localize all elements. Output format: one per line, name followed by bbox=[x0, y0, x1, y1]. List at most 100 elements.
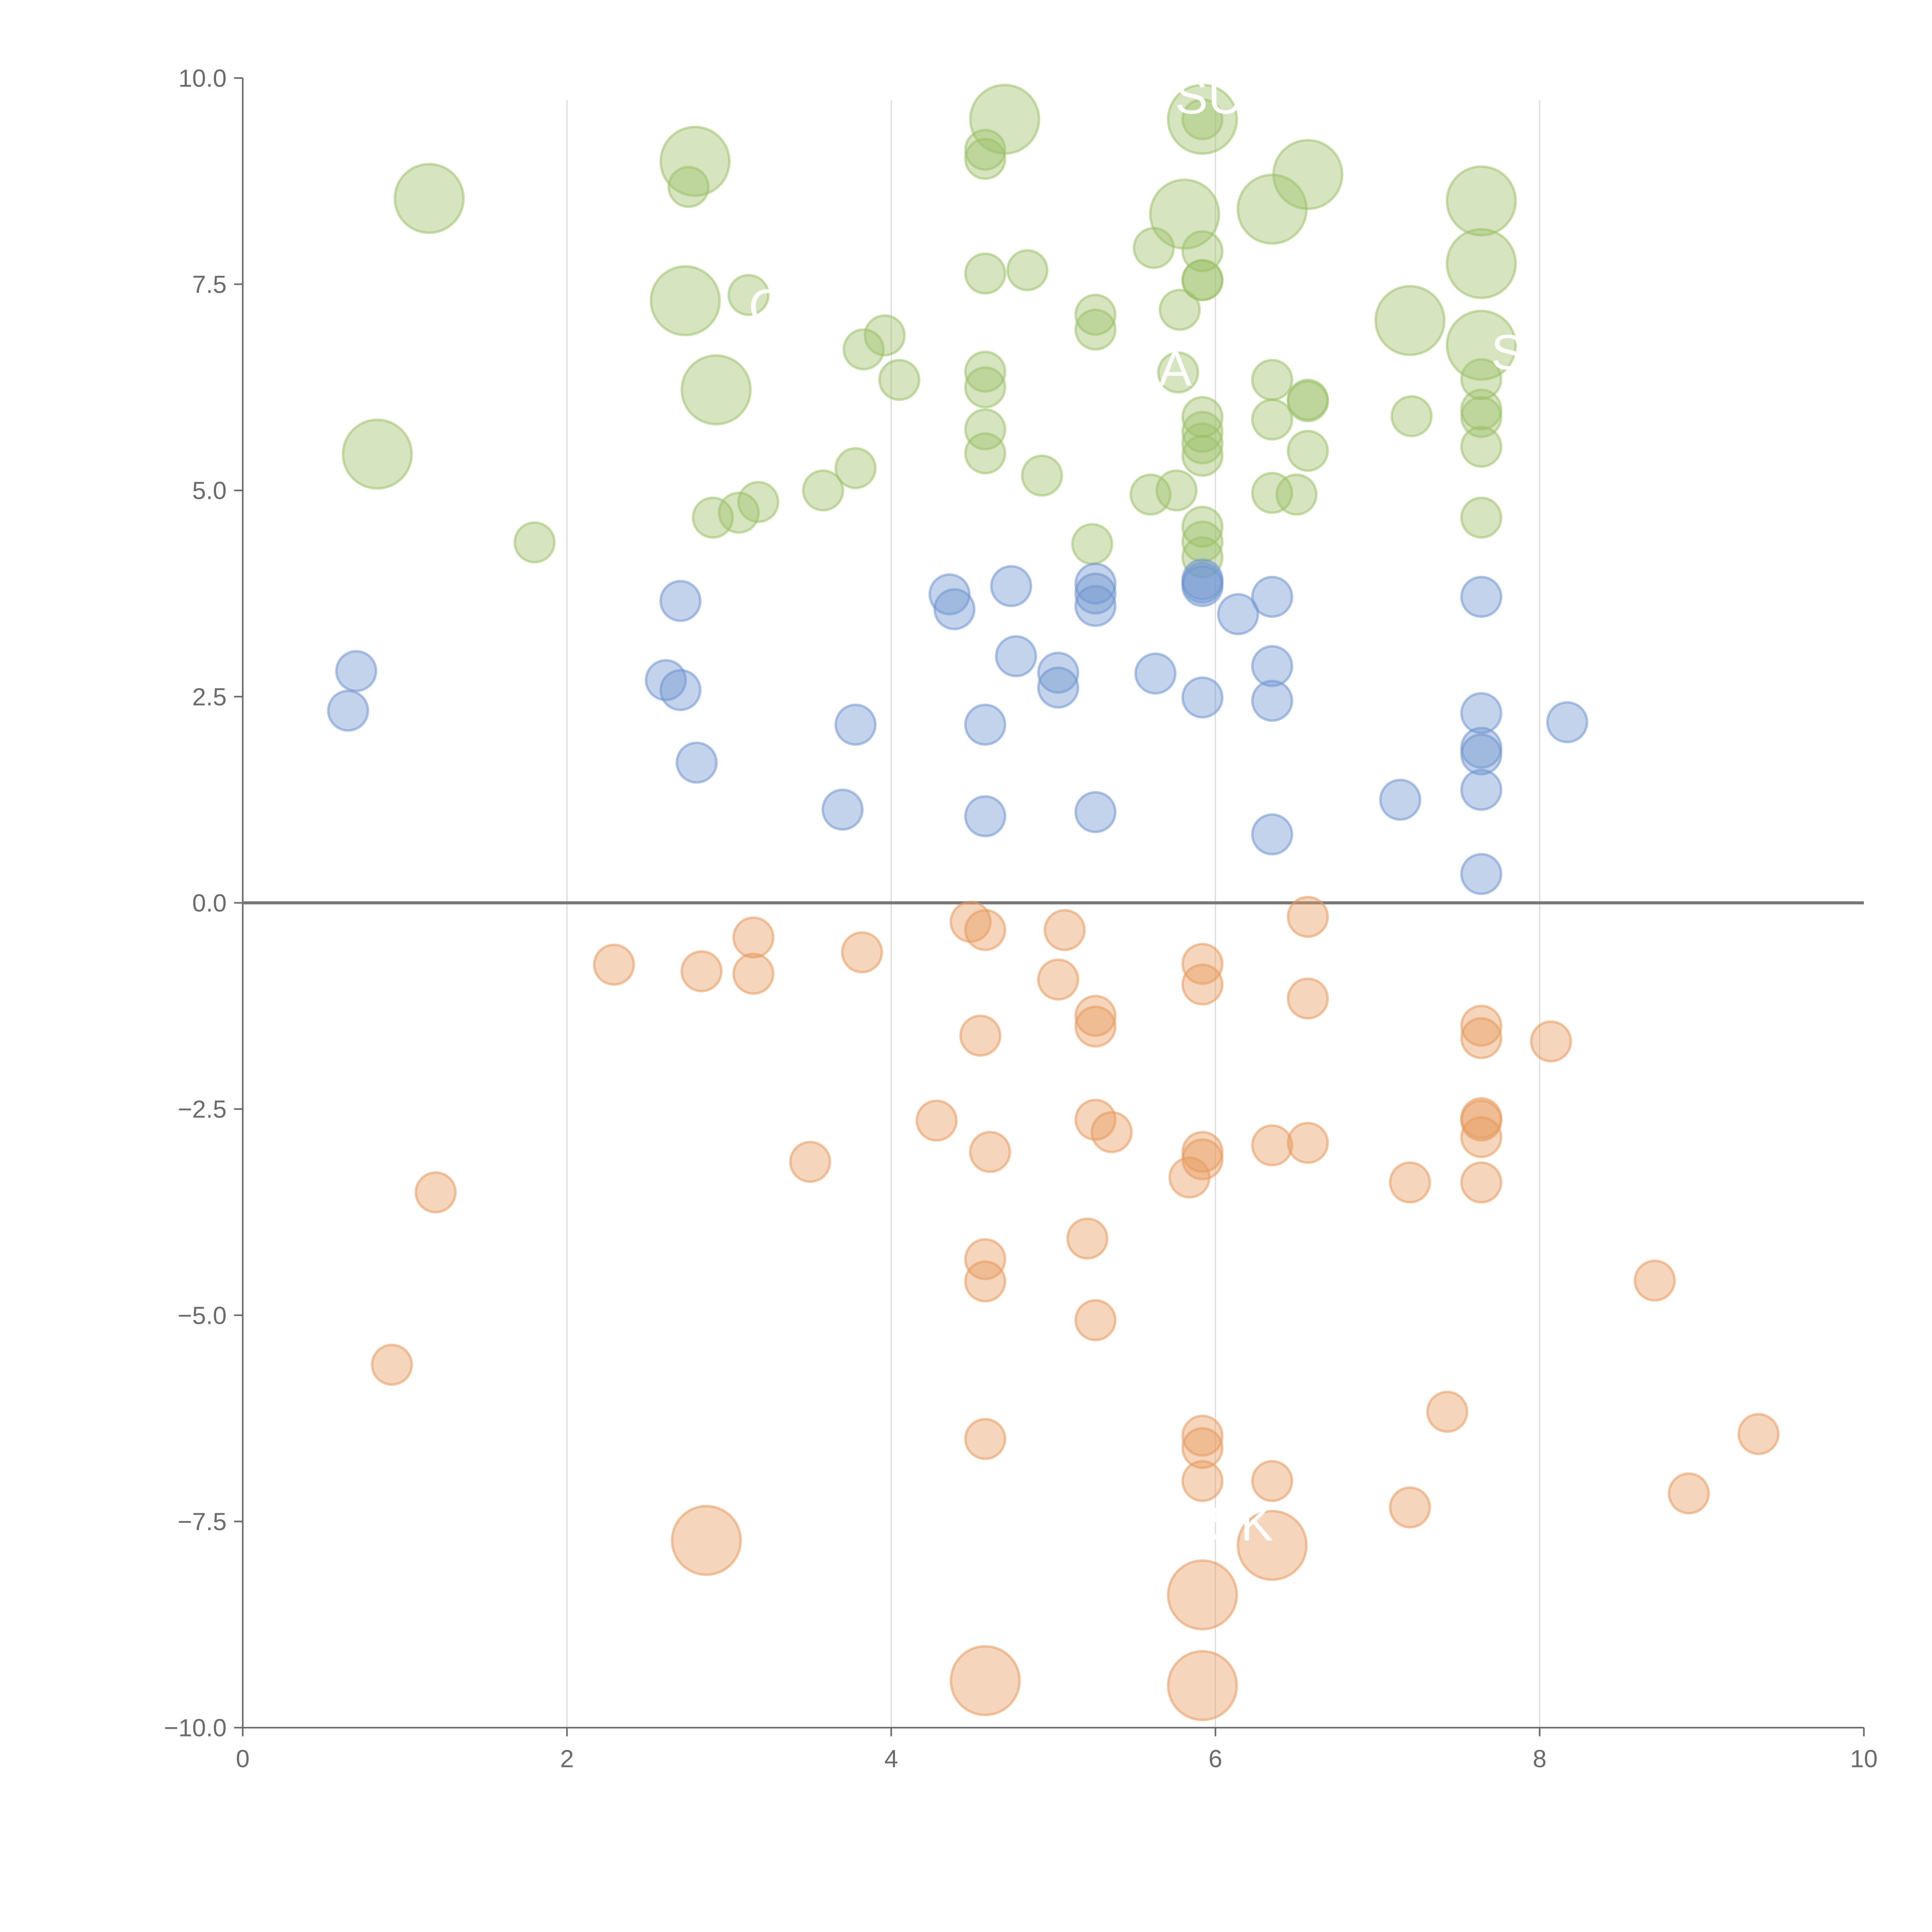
orange-point bbox=[1181, 963, 1224, 1006]
y-tick-label: −5.0 bbox=[178, 1301, 227, 1329]
green-point bbox=[1181, 98, 1224, 141]
blue-point bbox=[1134, 652, 1177, 695]
green-point bbox=[1181, 411, 1224, 453]
green-point bbox=[692, 497, 734, 539]
green-point bbox=[1129, 473, 1172, 516]
orange-point bbox=[1037, 958, 1080, 1001]
blue-point bbox=[964, 703, 1007, 746]
green-point bbox=[1074, 294, 1117, 336]
orange-point bbox=[1668, 1472, 1710, 1515]
blue-point bbox=[1460, 853, 1503, 895]
annotations: SU C S A SK bbox=[748, 69, 1524, 1551]
green-point bbox=[1006, 249, 1049, 291]
blue-point bbox=[1251, 813, 1293, 855]
y-tick-label: 10.0 bbox=[179, 64, 227, 92]
green-point bbox=[1181, 536, 1224, 578]
blue-point bbox=[1074, 791, 1117, 833]
orange-point bbox=[1460, 1161, 1503, 1204]
blue-point bbox=[1037, 651, 1080, 694]
y-tick-label: 0.0 bbox=[192, 889, 226, 917]
orange-point bbox=[593, 944, 635, 986]
blue-point bbox=[1460, 576, 1503, 618]
green-point bbox=[1287, 380, 1329, 423]
annotation-label: A bbox=[1159, 341, 1192, 396]
blue-point bbox=[1251, 576, 1293, 618]
orange-point bbox=[1460, 1017, 1503, 1060]
orange-point bbox=[732, 952, 775, 995]
green-point bbox=[1460, 358, 1503, 400]
orange-point bbox=[1460, 1005, 1503, 1047]
blue-point bbox=[335, 650, 378, 692]
blue-point bbox=[1460, 733, 1503, 776]
orange-point bbox=[964, 1260, 1007, 1303]
data-points bbox=[327, 83, 1780, 1721]
orange-point bbox=[732, 916, 775, 959]
y-tick-label: −2.5 bbox=[178, 1095, 227, 1123]
orange-point bbox=[680, 950, 723, 993]
green-point bbox=[1390, 395, 1433, 437]
blue-point bbox=[675, 742, 718, 784]
orange-point bbox=[1181, 1427, 1224, 1469]
green-point bbox=[964, 252, 1007, 295]
orange-point bbox=[1181, 1415, 1224, 1457]
orange-point bbox=[964, 909, 1007, 951]
y-tick-label: 2.5 bbox=[192, 683, 226, 711]
orange-point bbox=[1426, 1391, 1468, 1433]
orange-point bbox=[964, 1238, 1007, 1281]
blue-point bbox=[834, 703, 877, 746]
green-point bbox=[964, 138, 1007, 180]
orange-point bbox=[1167, 1650, 1238, 1721]
blue-point bbox=[821, 788, 864, 831]
green-point bbox=[1167, 83, 1238, 155]
blue-point bbox=[1074, 585, 1117, 627]
green-point bbox=[834, 447, 877, 490]
blue-point bbox=[327, 689, 369, 732]
blue-point bbox=[1460, 692, 1503, 735]
green-point bbox=[1181, 422, 1224, 465]
green-point bbox=[878, 359, 920, 401]
blue-point bbox=[1251, 645, 1293, 687]
green-point bbox=[718, 492, 760, 534]
green-point bbox=[1181, 505, 1224, 548]
orange-point bbox=[1251, 1460, 1293, 1502]
y-tick-label: −7.5 bbox=[178, 1508, 227, 1536]
orange-point bbox=[1074, 1299, 1117, 1342]
green-point bbox=[1446, 165, 1517, 237]
orange-point bbox=[1236, 1510, 1308, 1581]
orange-point bbox=[1737, 1413, 1780, 1455]
blue-point bbox=[659, 580, 702, 622]
green-point bbox=[1158, 289, 1201, 331]
blue-point bbox=[990, 565, 1032, 607]
annotation-label: C bbox=[748, 279, 784, 335]
blue-point bbox=[1181, 676, 1224, 719]
y-tick-label: −10.0 bbox=[164, 1714, 226, 1742]
orange-point bbox=[414, 1171, 457, 1214]
blue-point bbox=[659, 669, 702, 711]
green-point bbox=[1460, 425, 1503, 468]
orange-point bbox=[1074, 1005, 1117, 1048]
green-point bbox=[342, 418, 413, 490]
blue-point bbox=[995, 635, 1037, 677]
green-point bbox=[1021, 454, 1063, 497]
green-point bbox=[842, 328, 885, 371]
green-point bbox=[1155, 469, 1198, 512]
blue-point bbox=[1074, 562, 1117, 605]
orange-point bbox=[1389, 1486, 1431, 1529]
orange-point bbox=[1460, 1116, 1503, 1158]
annotation-label: SK bbox=[1208, 1496, 1274, 1551]
orange-point bbox=[1287, 896, 1329, 938]
blue-point bbox=[1074, 572, 1117, 615]
green-point bbox=[964, 129, 1007, 171]
green-point bbox=[1272, 139, 1344, 210]
y-tick-label: 5.0 bbox=[192, 477, 226, 505]
orange-point bbox=[1460, 1099, 1503, 1142]
green-point bbox=[650, 265, 721, 337]
green-point bbox=[680, 354, 752, 425]
orange-point bbox=[915, 1099, 958, 1142]
green-point bbox=[964, 432, 1007, 474]
green-point bbox=[667, 166, 710, 208]
x-tick-label: 4 bbox=[884, 1745, 898, 1773]
green-point bbox=[864, 314, 906, 357]
